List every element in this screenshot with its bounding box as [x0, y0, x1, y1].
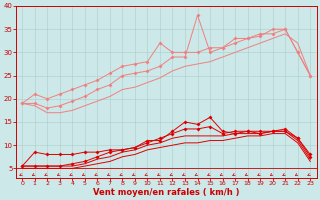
X-axis label: Vent moyen/en rafales ( km/h ): Vent moyen/en rafales ( km/h ) [93, 188, 239, 197]
